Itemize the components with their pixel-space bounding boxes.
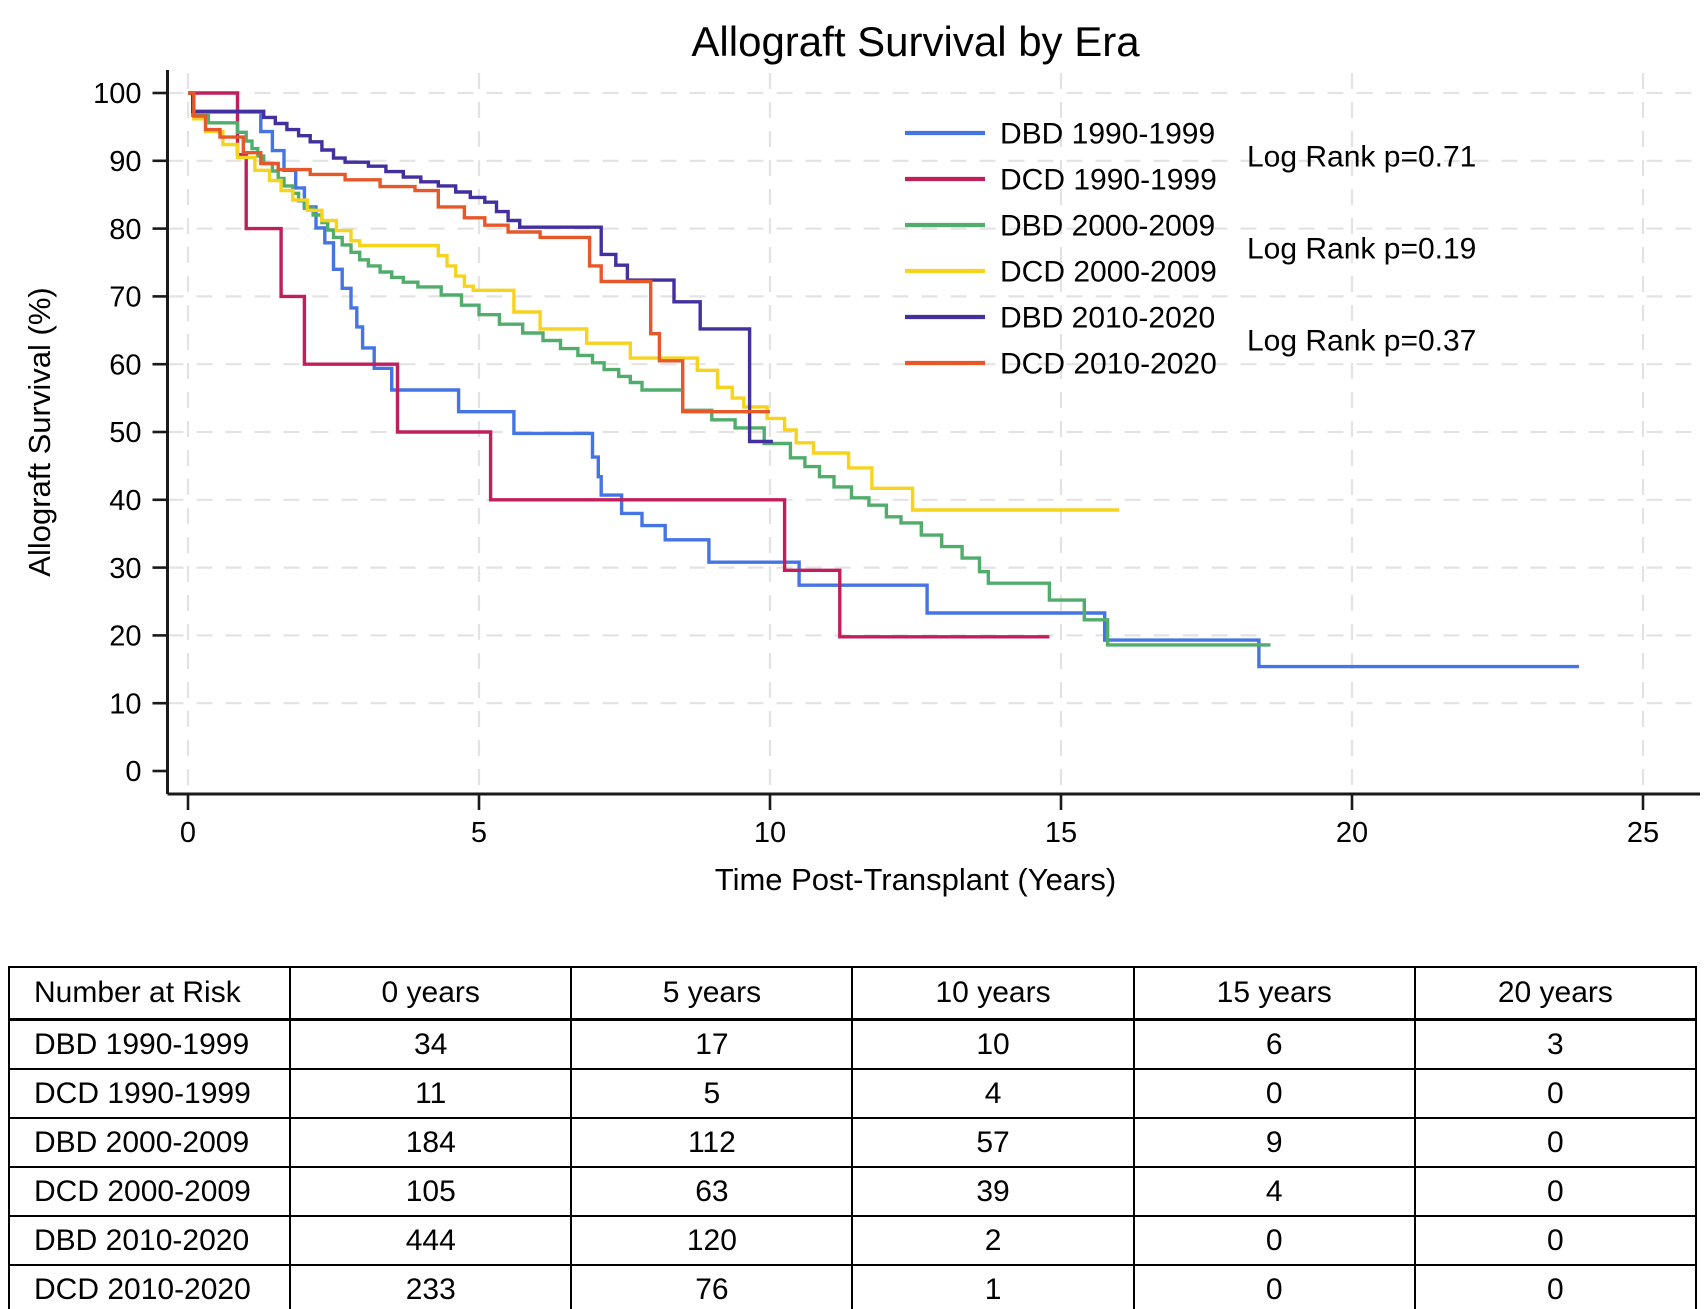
- risk-table-body: DBD 1990-1999 34 17 10 6 3 DCD 1990-1999 11 5 4 0 0…: [7, 1018, 1698, 1309]
- y-tick-label: 30: [109, 553, 141, 585]
- risk-count: 0: [1132, 1215, 1416, 1266]
- risk-row-label: DCD 1990-1999: [7, 1068, 292, 1119]
- x-tick-label: 15: [1045, 817, 1077, 849]
- risk-header-label: Number at Risk: [7, 966, 292, 1021]
- risk-count: 17: [570, 1018, 854, 1070]
- x-tick-label: 5: [471, 817, 487, 849]
- risk-count: 0: [1413, 1166, 1698, 1217]
- risk-count: 0: [1413, 1117, 1698, 1168]
- risk-header-15-years: 15 years: [1132, 966, 1416, 1021]
- risk-header-0-years: 0 years: [289, 966, 573, 1021]
- risk-count: 10: [851, 1018, 1135, 1070]
- risk-table-header: Number at Risk 0 years 5 years 10 years 15 y…: [7, 966, 1698, 1021]
- y-tick-label: 70: [109, 282, 141, 314]
- risk-row-label: DBD 2000-2009: [7, 1117, 292, 1168]
- log-rank-annotation-3: Log Rank p=0.37: [1247, 325, 1476, 358]
- risk-count: 57: [851, 1117, 1135, 1168]
- survival-chart: 0 10 20 30 40 50 60 70 80 90 100 0 5 10 15 20 25 DBD 1990…: [93, 70, 1700, 849]
- x-tick-label: 20: [1336, 817, 1368, 849]
- risk-count: 4: [851, 1068, 1135, 1119]
- risk-count: 63: [570, 1166, 854, 1217]
- legend-label-dcd-1990-1999: DCD 1990-1999: [1000, 164, 1217, 197]
- risk-count: 0: [1413, 1068, 1698, 1119]
- y-tick-label: 10: [109, 688, 141, 720]
- risk-count: 76: [570, 1264, 854, 1309]
- risk-count: 9: [1132, 1117, 1416, 1168]
- risk-header-10-years: 10 years: [851, 966, 1135, 1021]
- y-tick-label: 100: [93, 78, 141, 110]
- risk-count: 0: [1413, 1215, 1698, 1266]
- table-row: DBD 2000-2009 184 112 57 9 0: [7, 1117, 1698, 1168]
- risk-count: 184: [289, 1117, 573, 1168]
- x-tick-label: 25: [1627, 817, 1659, 849]
- risk-count: 4: [1132, 1166, 1416, 1217]
- risk-header-5-years: 5 years: [570, 966, 854, 1021]
- risk-header-20-years: 20 years: [1413, 966, 1698, 1021]
- y-tick-label: 40: [109, 485, 141, 517]
- log-rank-annotation-1: Log Rank p=0.71: [1247, 141, 1476, 174]
- legend-label-dcd-2010-2020: DCD 2010-2020: [1000, 348, 1217, 381]
- table-row: DBD 1990-1999 34 17 10 6 3: [7, 1018, 1698, 1070]
- risk-count: 34: [289, 1018, 573, 1070]
- risk-count: 1: [851, 1264, 1135, 1309]
- risk-count: 233: [289, 1264, 573, 1309]
- risk-count: 3: [1413, 1018, 1698, 1070]
- risk-count: 120: [570, 1215, 854, 1266]
- risk-count: 0: [1132, 1264, 1416, 1309]
- table-row: DCD 2000-2009 105 63 39 4 0: [7, 1166, 1698, 1217]
- risk-count: 444: [289, 1215, 573, 1266]
- y-tick-label: 50: [109, 417, 141, 449]
- km-curve-dbd-1990-1999: [188, 91, 1579, 669]
- legend-label-dbd-2010-2020: DBD 2010-2020: [1000, 302, 1215, 335]
- risk-count: 5: [570, 1068, 854, 1119]
- y-tick-label: 0: [125, 756, 141, 788]
- risk-count: 39: [851, 1166, 1135, 1217]
- risk-count: 11: [289, 1068, 573, 1119]
- legend-label-dbd-2000-2009: DBD 2000-2009: [1000, 210, 1215, 243]
- km-curve-dbd-2000-2009: [188, 91, 1271, 647]
- risk-count: 6: [1132, 1018, 1416, 1070]
- risk-row-label: DCD 2000-2009: [7, 1166, 292, 1217]
- km-curve-dbd-2010-2020: [188, 91, 773, 444]
- km-curve-dcd-1990-1999: [188, 91, 1050, 639]
- y-tick-label: 80: [109, 214, 141, 246]
- risk-count: 112: [570, 1117, 854, 1168]
- x-tick-label: 0: [180, 817, 196, 849]
- log-rank-annotation-2: Log Rank p=0.19: [1247, 233, 1476, 266]
- risk-row-label: DBD 1990-1999: [7, 1018, 292, 1070]
- risk-row-label: DCD 2010-2020: [7, 1264, 292, 1309]
- risk-count: 105: [289, 1166, 573, 1217]
- number-at-risk-table: Number at Risk 0 years 5 years 10 years 15 y…: [7, 966, 1698, 1309]
- y-tick-label: 60: [109, 349, 141, 381]
- y-tick-label: 20: [109, 621, 141, 653]
- y-tick-label: 90: [109, 146, 141, 178]
- table-row: DCD 2010-2020 233 76 1 0 0: [7, 1264, 1698, 1309]
- km-curve-dcd-2010-2020: [188, 91, 770, 414]
- table-row: DCD 1990-1999 11 5 4 0 0: [7, 1068, 1698, 1119]
- risk-row-label: DBD 2010-2020: [7, 1215, 292, 1266]
- table-row: DBD 2010-2020 444 120 2 0 0: [7, 1215, 1698, 1266]
- legend-label-dbd-1990-1999: DBD 1990-1999: [1000, 118, 1215, 151]
- x-tick-label: 10: [754, 817, 786, 849]
- risk-count: 0: [1413, 1264, 1698, 1309]
- km-curve-dcd-2000-2009: [188, 91, 1120, 512]
- risk-count: 0: [1132, 1068, 1416, 1119]
- risk-count: 2: [851, 1215, 1135, 1266]
- legend-label-dcd-2000-2009: DCD 2000-2009: [1000, 256, 1217, 289]
